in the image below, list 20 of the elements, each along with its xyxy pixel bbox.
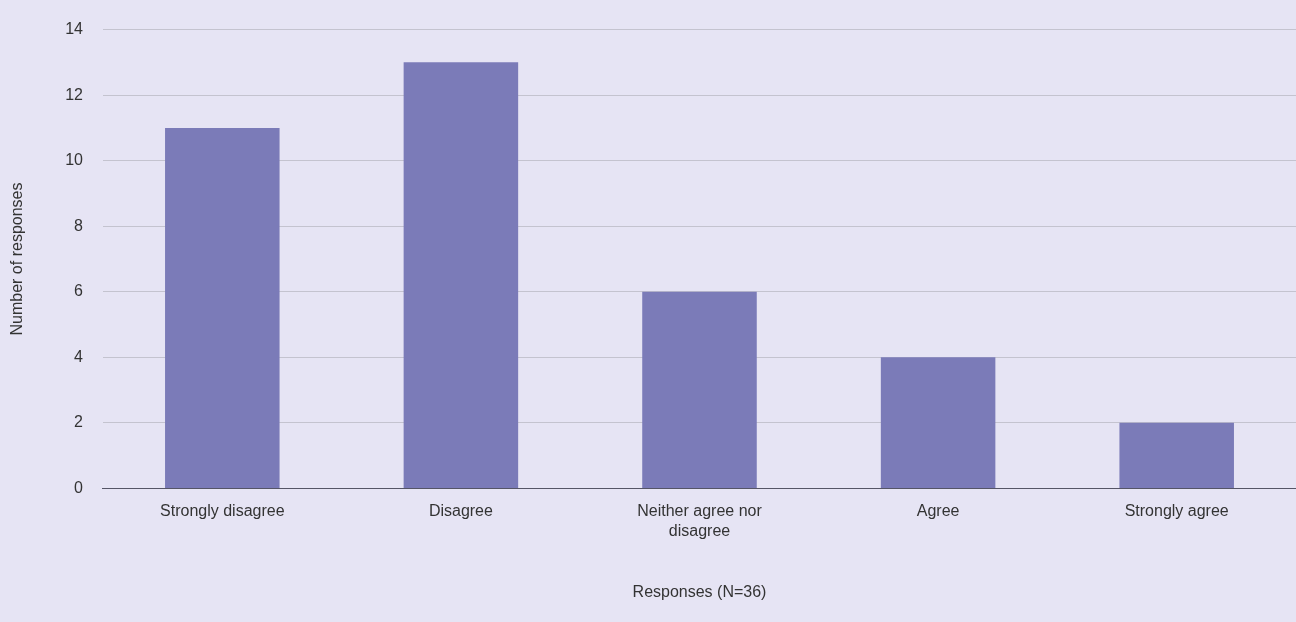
x-tick-label: Disagree — [428, 502, 494, 520]
y-tick-label: 0 — [74, 478, 84, 496]
x-tick-label: Neither agree nor disagree — [637, 502, 763, 539]
bar — [165, 127, 280, 488]
bar — [642, 291, 757, 488]
bar — [880, 357, 996, 488]
y-axis-title: Number of responses — [8, 182, 26, 336]
bar — [1119, 422, 1234, 488]
y-tick-label: 8 — [74, 216, 84, 234]
y-tick-label: 4 — [74, 347, 84, 365]
x-tick-label: Strongly disagree — [160, 502, 285, 520]
y-tick-label: 14 — [65, 20, 84, 38]
y-tick-label: 10 — [65, 151, 84, 169]
y-tick-label: 6 — [74, 282, 84, 300]
x-axis-title: Responses (N=36) — [632, 582, 767, 600]
y-tick-label: 12 — [65, 85, 84, 103]
x-tick-label: Agree — [916, 502, 960, 520]
y-tick-label: 2 — [74, 413, 84, 431]
x-tick-label: Strongly agree — [1124, 502, 1229, 520]
bar — [403, 62, 519, 488]
